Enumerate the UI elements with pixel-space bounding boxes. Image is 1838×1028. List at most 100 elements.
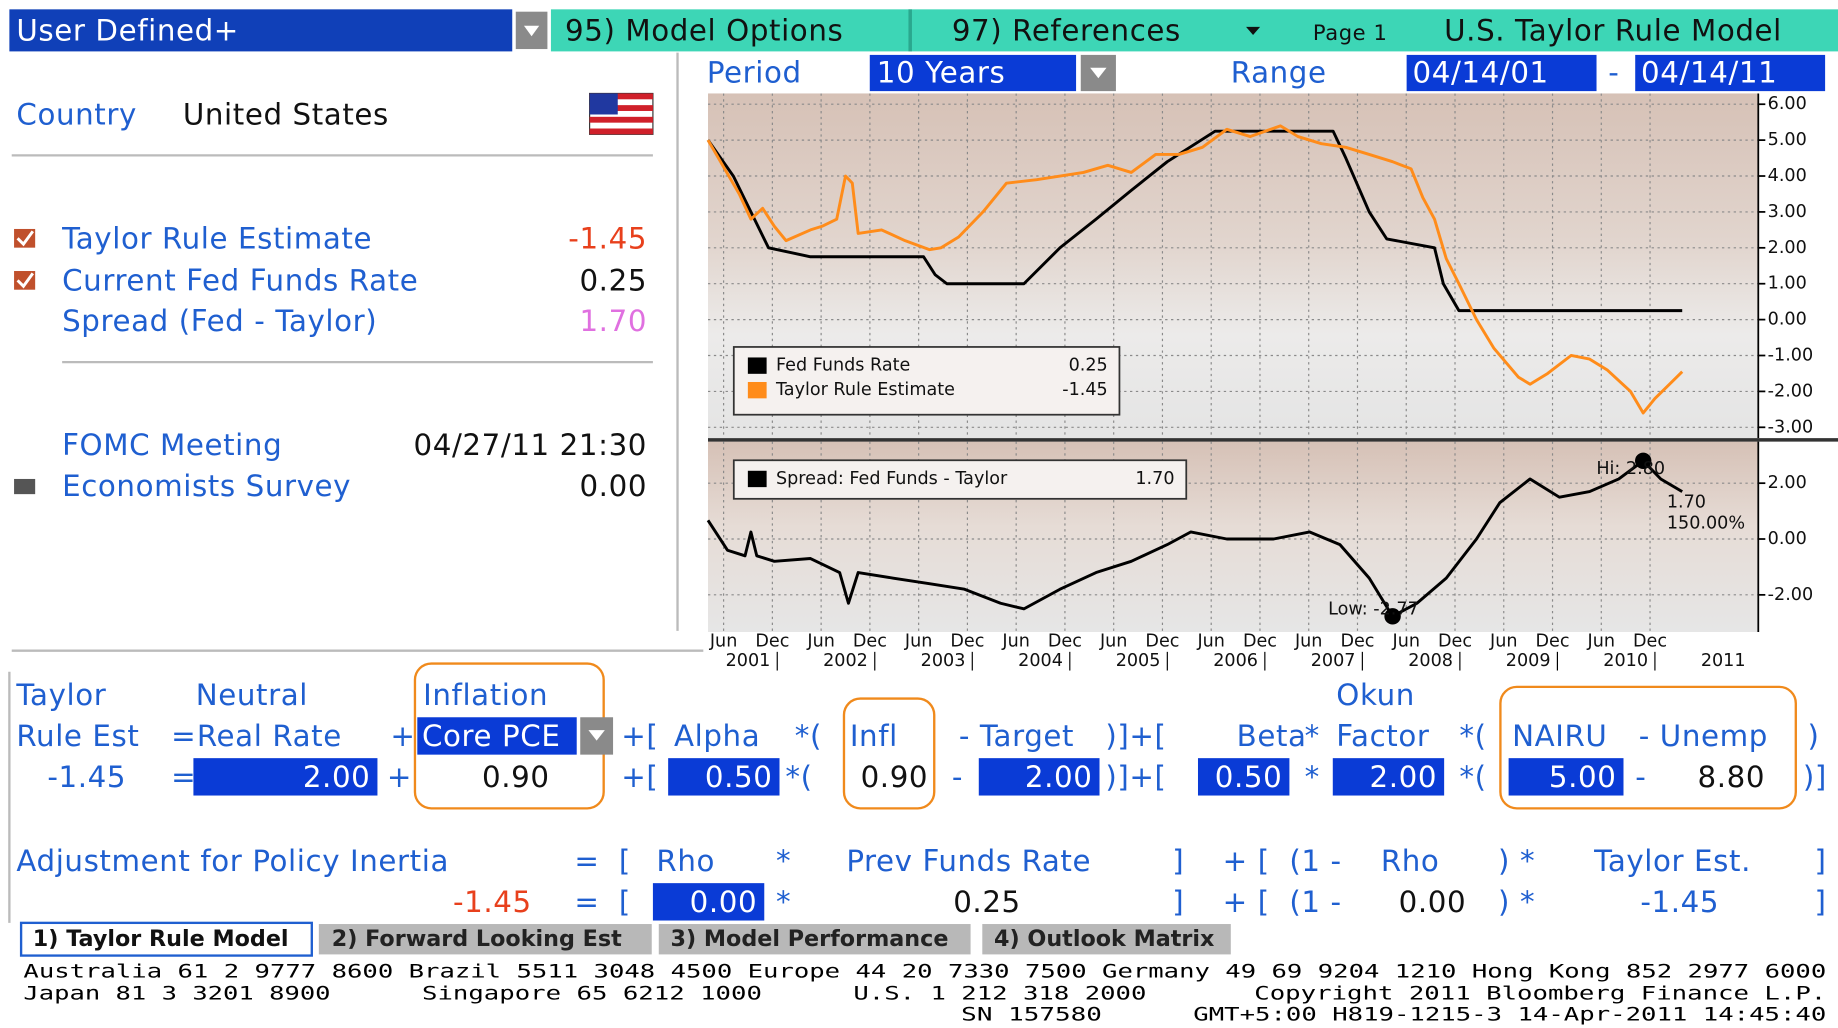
menu-field[interactable] [9,9,513,52]
tab-label[interactable]: 1) Taylor Rule Model [33,926,289,952]
tab-label[interactable]: 3) Model Performance [670,926,948,952]
y-tick-label: 3.00 [1768,202,1807,222]
formula-token: Taylor Est. [1593,844,1751,878]
formula-token: Rho [656,844,715,878]
input-field[interactable] [193,758,378,796]
end-label: 150.00% [1667,513,1745,533]
model-options[interactable]: 95) Model Options [565,13,843,47]
tab[interactable] [658,924,971,955]
formula-token: Factor [1336,719,1430,753]
y-tick-label: 1.00 [1768,274,1807,294]
y-tick-label: 2.00 [1768,473,1807,493]
x-tick-label: Jun [1196,631,1224,651]
input-field[interactable] [1332,758,1445,796]
formula-token: +[ [621,719,658,753]
footer-text: GMT+5:00 H819-1215-3 14-Apr-2011 14:45:4… [1193,1005,1826,1026]
formula-token: -1.45 [1640,885,1719,919]
footer-text: U.S. 1 212 318 2000 [853,984,1146,1005]
formula-token: *( [1459,719,1486,753]
formula-token: 0.90 [861,760,929,794]
highlight-frame [842,697,936,810]
formula-token: Beta [1237,719,1307,753]
input-value: 0.50 [1215,760,1283,794]
formula-token: *( [785,760,812,794]
input-field[interactable] [417,717,577,755]
year-label: 2010 [1603,651,1648,671]
formula-token: Real Rate [197,719,342,753]
input-field[interactable] [668,758,780,796]
high-label: Hi: 2.80 [1596,459,1665,479]
year-label: 2003 [921,651,966,671]
high-marker [1635,452,1652,470]
formula-token: + [387,760,412,794]
charts: 6.00 5.00 4.00 3.00 2.00 1.00 0.00 -1.00 -2.00 -3… [706,93,1813,671]
screen-title: U.S. Taylor Rule Model [1444,13,1782,47]
tab[interactable] [318,924,652,955]
formula-token: ) * [1498,885,1535,919]
row-value: -1.45 [568,221,647,255]
range-label: Range [1231,55,1327,89]
formula-token: Taylor [15,678,106,712]
y-tick-label: -3.00 [1768,417,1813,437]
input-value: Core PCE [422,719,560,753]
x-tick-label: Dec [1243,631,1277,651]
range-start: 04/14/01 [1412,55,1548,89]
x-tick-label: Dec [1438,631,1472,651]
period-field[interactable] [869,54,1077,92]
row-label: Current Fed Funds Rate [62,263,418,297]
year-label: 2001 [726,651,771,671]
event-label: FOMC Meeting [62,428,282,462]
range-end-field[interactable] [1635,54,1826,92]
highlight-frame [1499,685,1797,810]
end-label: 1.70 [1667,492,1706,512]
formula-token: 0.00 [1399,885,1467,919]
formula-token: 8.80 [1698,760,1766,794]
range-start-field[interactable] [1406,54,1597,92]
x-tick-label: Dec [1633,631,1667,651]
legend-label: Taylor Rule Estimate [775,380,955,400]
series-line [706,129,1683,313]
tab[interactable] [982,924,1231,955]
tab-active[interactable] [19,921,313,957]
input-field[interactable] [1508,758,1624,796]
formula-token: Okun [1336,678,1415,712]
formula-token: 0.90 [482,760,550,794]
row-label: Spread (Fed - Taylor) [62,304,377,338]
legend-value: 0.25 [1069,356,1108,376]
event-label: Economists Survey [62,469,351,503]
period-label: Period [707,55,802,89]
tab-label[interactable]: 4) Outlook Matrix [994,926,1214,952]
formula-token: (1 - [1289,885,1341,919]
year-label: 2011 [1701,651,1746,671]
menu-text: User Defined+ [16,13,239,47]
checkbox[interactable] [14,228,36,248]
input-field[interactable] [1197,758,1290,796]
x-tick-label: Dec [1340,631,1374,651]
legend-swatch [747,357,767,374]
formula-token: NAIRU [1512,719,1607,753]
y-tick-label: 0.00 [1768,529,1807,549]
input-value: 2.00 [303,760,371,794]
y-tick-label: 0.00 [1768,310,1807,330]
checkbox[interactable] [14,478,36,495]
formula-token: = [171,719,196,753]
input-field[interactable] [978,758,1100,796]
flag [589,92,654,135]
row-value: 0.25 [579,263,647,297]
formula-token: 0.25 [953,885,1021,919]
checkbox[interactable] [14,271,36,290]
x-tick-label: Dec [853,631,887,651]
formula-token: [ [619,885,631,919]
period-value: 10 Years [877,55,1006,89]
input-field[interactable] [652,883,765,921]
footer-text: SN 157580 [961,1005,1102,1026]
formula-token: ] [1172,844,1184,878]
formula-token: - [952,760,963,794]
references[interactable]: 97) References [952,13,1181,47]
year-label: 2006 [1213,651,1258,671]
tab-label[interactable]: 2) Forward Looking Est [332,926,622,952]
formula-token: (1 - [1289,844,1341,878]
event-value: 0.00 [579,469,647,503]
